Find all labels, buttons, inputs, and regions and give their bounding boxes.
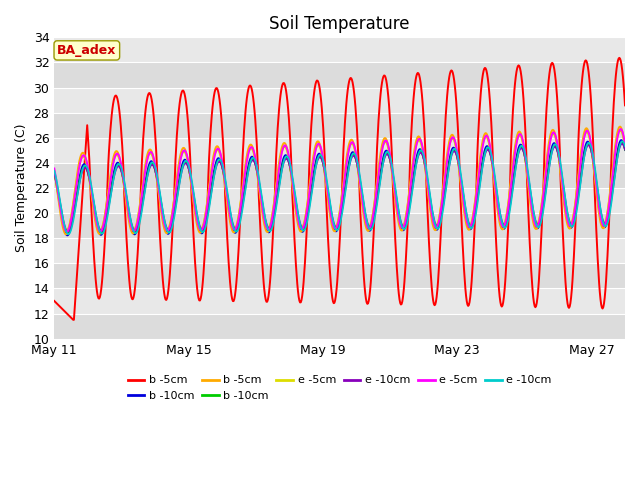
Title: Soil Temperature: Soil Temperature (269, 15, 410, 33)
Bar (54, 213, 625, 238)
Bar (54, 62, 625, 87)
Text: BA_adex: BA_adex (57, 44, 116, 57)
Bar (54, 313, 625, 339)
Bar (54, 163, 625, 188)
Bar (54, 264, 625, 288)
Bar (54, 113, 625, 138)
Legend: b -5cm, b -10cm, b -5cm, b -10cm, e -5cm, e -10cm, e -5cm, e -10cm: b -5cm, b -10cm, b -5cm, b -10cm, e -5cm… (123, 371, 556, 406)
Y-axis label: Soil Temperature (C): Soil Temperature (C) (15, 124, 28, 252)
